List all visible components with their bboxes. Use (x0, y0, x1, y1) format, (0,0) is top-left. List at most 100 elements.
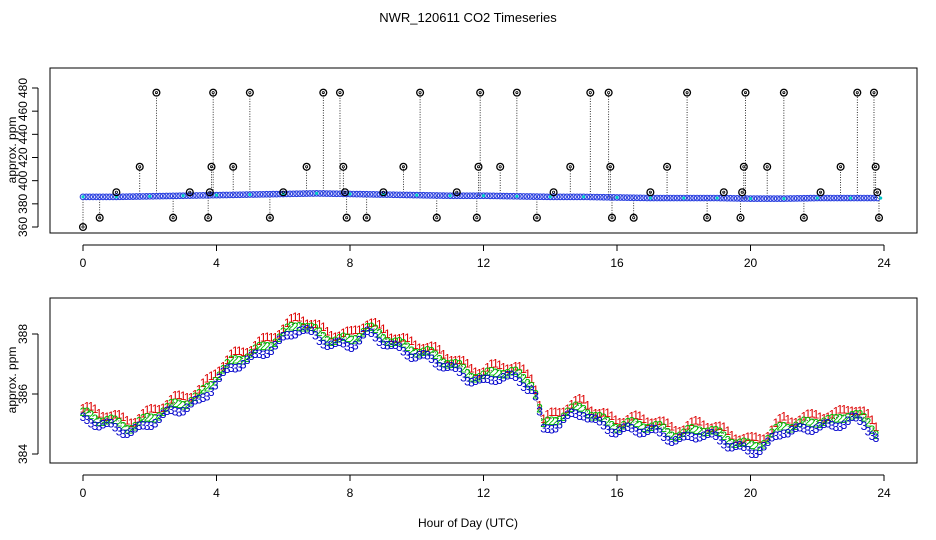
ppm-sample-point (413, 191, 421, 199)
series-2-point: 2 (636, 418, 643, 432)
series-3-point: 3 (785, 426, 792, 440)
bottom-x-tick-label: 8 (347, 486, 354, 500)
series-1-point: 1 (612, 413, 619, 427)
series-2-point: 2 (528, 380, 535, 394)
series-1-point: 1 (140, 407, 147, 421)
ppm-sample-point (263, 190, 270, 198)
series-3-point: 3 (440, 361, 447, 375)
series-1-point: 1 (757, 431, 764, 445)
series-3-point: 3 (588, 411, 595, 425)
top-x-tick-label: 0 (80, 256, 87, 270)
series-3-point: 3 (829, 418, 836, 432)
series-3-point: 3 (608, 426, 615, 440)
outlier-point-core (874, 165, 878, 169)
series-2-point: 2 (748, 438, 755, 452)
ppm-sample-point (306, 190, 314, 197)
ppm-sample-point (333, 190, 341, 198)
series-2-point: 2 (736, 436, 743, 450)
ppm-sample-point (580, 193, 587, 201)
series-1-point: 1 (136, 412, 143, 426)
series-3-point: 3 (112, 420, 119, 434)
series-2-point: 2 (292, 320, 299, 334)
series-3-point: 3 (116, 424, 123, 438)
series-2-point: 2 (624, 416, 631, 430)
series-1-point: 1 (408, 334, 415, 348)
ppm-mean-point (214, 193, 219, 197)
ppm-sample-point (363, 190, 371, 198)
series-3-point: 3 (500, 371, 507, 385)
series-2-point: 2 (84, 405, 91, 419)
ppm-sample-point (319, 190, 327, 197)
series-1-point: 1 (576, 392, 583, 406)
ppm-sample-point (386, 191, 394, 199)
series-3-point: 3 (552, 421, 559, 435)
series-3-point: 3 (456, 365, 463, 379)
outlier-point (265, 213, 274, 222)
series-1-point: 1 (236, 344, 243, 358)
series-3-point: 3 (548, 423, 555, 437)
ppm-mean-point (515, 194, 519, 198)
series-1-point: 1 (861, 404, 868, 418)
series-1-point: 1 (484, 361, 491, 375)
series-2-point: 2 (204, 381, 211, 395)
series-1-point: 1 (632, 408, 639, 422)
series-2-point: 2 (608, 419, 615, 433)
series-2-point: 2 (132, 419, 139, 433)
series-1-point: 1 (544, 407, 551, 421)
series-2-point: 2 (216, 369, 223, 383)
bottom-plot-frame (49, 297, 918, 464)
series-1-point: 1 (108, 409, 115, 423)
series-2-point: 2 (388, 336, 395, 350)
ppm-sample-point (713, 194, 721, 202)
top-y-tick-label: 380 (16, 194, 30, 214)
series-1-point: 1 (436, 343, 443, 357)
series-1-point: 1 (84, 400, 91, 414)
series-2-point: 2 (781, 419, 788, 433)
series-1-point: 1 (797, 413, 804, 427)
series-2-point: 2 (320, 330, 327, 344)
outlier-point (629, 213, 638, 222)
series-2-point: 2 (128, 422, 135, 436)
outlier-point-core (401, 165, 405, 169)
series-3-point: 3 (408, 351, 415, 365)
ppm-sample-point (133, 193, 140, 200)
outlier-point-core (632, 216, 636, 220)
top-y-axis-label: approx. ppm (5, 117, 19, 184)
series-2-point: 2 (364, 321, 371, 335)
series-3-point: 3 (592, 412, 599, 426)
ppm-sample-point (667, 194, 674, 202)
series-1-point: 1 (488, 357, 495, 371)
outlier-point-core (138, 165, 142, 169)
series-2-point: 2 (180, 399, 187, 413)
ppm-sample-point (793, 195, 801, 202)
outlier-point-core (475, 216, 479, 220)
series-1-point: 1 (332, 330, 339, 344)
series-1-point: 1 (296, 310, 303, 324)
ppm-sample-point (313, 190, 320, 197)
series-1-point: 1 (656, 414, 663, 428)
series-3-point: 3 (576, 409, 583, 423)
series-2-point: 2 (480, 368, 487, 382)
series-3-point: 3 (404, 349, 411, 363)
series-3-point: 3 (308, 324, 315, 338)
series-1-point: 1 (680, 423, 687, 437)
series-2-point: 2 (837, 412, 844, 426)
series-2-point: 2 (660, 421, 667, 435)
ppm-sample-point (433, 192, 441, 199)
top-y-tick-label: 360 (16, 217, 30, 237)
series-3-point: 3 (612, 426, 619, 440)
series-3-point: 3 (260, 348, 267, 362)
series-3-point: 3 (724, 440, 731, 454)
series-2-point: 2 (268, 339, 275, 353)
ppm-sample-point (680, 194, 688, 202)
series-3-point: 3 (84, 413, 91, 427)
bottom-x-tick-label: 20 (744, 486, 758, 500)
series-3-point: 3 (288, 328, 295, 342)
outlier-point-core (281, 190, 285, 194)
outlier-point-core (607, 91, 611, 95)
ppm-sample-point (229, 191, 237, 199)
series-3-point: 3 (680, 429, 687, 443)
series-3-point: 3 (572, 407, 579, 421)
series-2-point: 2 (184, 398, 191, 412)
ppm-sample-point (490, 192, 497, 200)
